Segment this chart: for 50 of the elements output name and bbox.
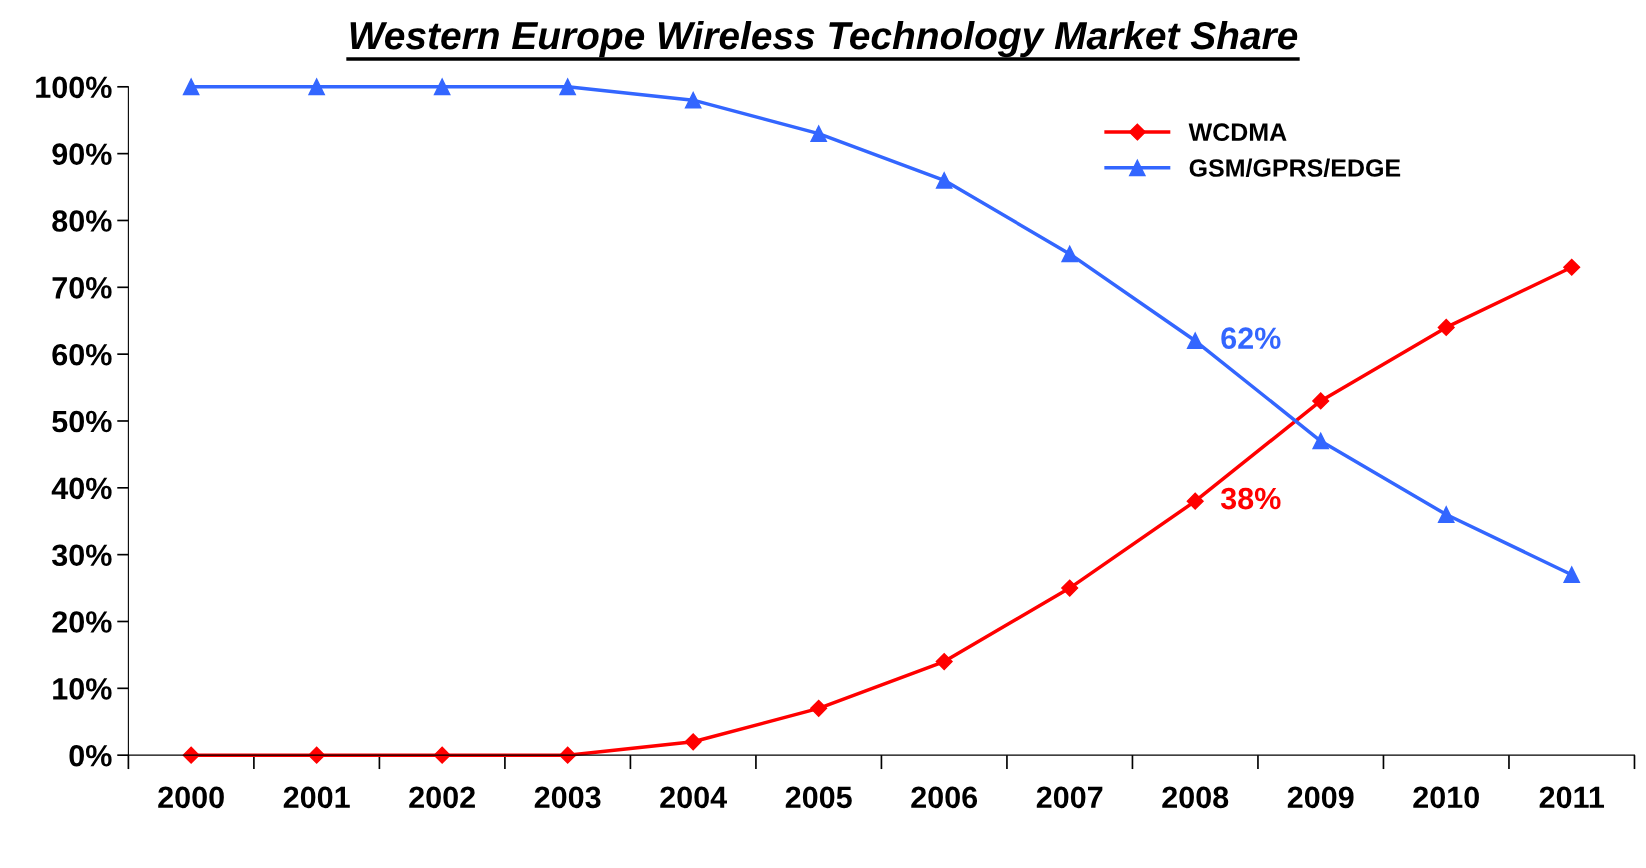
y-tick-label: 50%: [52, 410, 112, 433]
point: [182, 78, 200, 96]
point: [1061, 579, 1079, 597]
point: [1437, 506, 1455, 523]
y-tick-label: 100%: [36, 76, 112, 99]
point: [1437, 318, 1455, 336]
x-tick-label: 2003: [534, 786, 601, 809]
y-tick-label: 0%: [69, 744, 112, 767]
x-tick-label: 2000: [158, 786, 224, 809]
point: [559, 78, 576, 96]
point: [1563, 566, 1581, 584]
point: [559, 746, 577, 764]
point: [1312, 392, 1330, 410]
point: [684, 733, 702, 751]
x-tick-label: 2005: [785, 786, 852, 809]
annotation: 62%: [1221, 327, 1281, 349]
point: [810, 699, 828, 717]
x-tick-label: 2009: [1287, 786, 1354, 809]
point: [684, 91, 702, 109]
y-tick-label: 10%: [53, 678, 112, 700]
point: [810, 125, 828, 142]
point: [1061, 245, 1079, 263]
x-tick-label: 2011: [1539, 786, 1605, 809]
point: [433, 78, 451, 96]
point: [1312, 432, 1330, 450]
x-tick-label: 2010: [1413, 786, 1479, 809]
x-tick-label: 2007: [1036, 786, 1103, 809]
point: [1563, 258, 1581, 276]
x-tick-label: 2004: [660, 786, 727, 809]
annotation: 38%: [1220, 487, 1281, 510]
y-tick-label: 30%: [51, 544, 112, 567]
y-tick-label: 60%: [52, 343, 112, 366]
y-tick-label: 90%: [52, 143, 112, 166]
x-tick-label: 2008: [1162, 786, 1229, 809]
legend-label: WCDMA: [1188, 123, 1287, 142]
x-tick-label: 2001: [283, 786, 350, 809]
legend-label: GSM/GPRS/EDGE: [1189, 158, 1401, 178]
y-tick-label: 70%: [52, 277, 112, 299]
y-tick-label: 40%: [51, 477, 112, 500]
point: [308, 78, 325, 96]
x-tick-label: 2006: [911, 786, 978, 809]
point: [935, 653, 953, 671]
y-tick-label: 80%: [52, 210, 112, 232]
y-tick-label: 20%: [52, 611, 112, 633]
point: [1186, 332, 1204, 350]
chart-title: Western Europe Wireless Technology Market Share: [350, 20, 1298, 58]
x-tick-label: 2002: [409, 786, 475, 809]
point: [935, 172, 953, 189]
point: [1186, 492, 1204, 510]
point: [308, 746, 326, 764]
